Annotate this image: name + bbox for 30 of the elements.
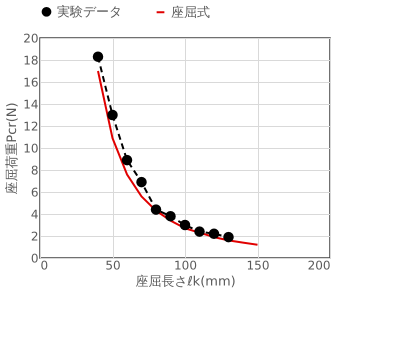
line-series xyxy=(97,70,258,246)
x-tick-label: 50 xyxy=(105,258,121,272)
y-tick-label: 20 xyxy=(23,32,38,46)
point xyxy=(180,220,190,230)
legend-label: 実験データ xyxy=(57,4,122,20)
x-axis-title: 座屈長さℓk(mm) xyxy=(135,274,236,290)
x-tick-label: 150 xyxy=(246,258,270,272)
point xyxy=(122,154,132,166)
point xyxy=(223,232,234,242)
y-tick-label: 12 xyxy=(23,120,38,134)
y-axis-title: 座屈荷重Pcr(N) xyxy=(4,102,20,195)
x-tick-label: 200 xyxy=(308,258,330,272)
point xyxy=(150,204,162,215)
x-tick-label: 100 xyxy=(174,258,197,272)
y-tick-label: 2 xyxy=(30,230,38,244)
y-tick-label: 8 xyxy=(30,164,38,178)
point xyxy=(107,110,118,120)
point xyxy=(165,210,176,222)
point xyxy=(92,51,104,62)
y-tick-label: 14 xyxy=(23,98,38,112)
x-tick-label: 0 xyxy=(40,258,48,272)
y-tick-label: 4 xyxy=(30,208,38,222)
y-tick-label: 18 xyxy=(23,54,38,68)
point xyxy=(136,176,147,188)
point xyxy=(208,228,220,240)
point xyxy=(194,226,205,237)
y-tick-label: 10 xyxy=(23,142,38,156)
y-tick-label: 6 xyxy=(30,186,38,200)
legend-label: 座屈式 xyxy=(171,4,210,20)
y-tick-label: 16 xyxy=(23,76,38,90)
